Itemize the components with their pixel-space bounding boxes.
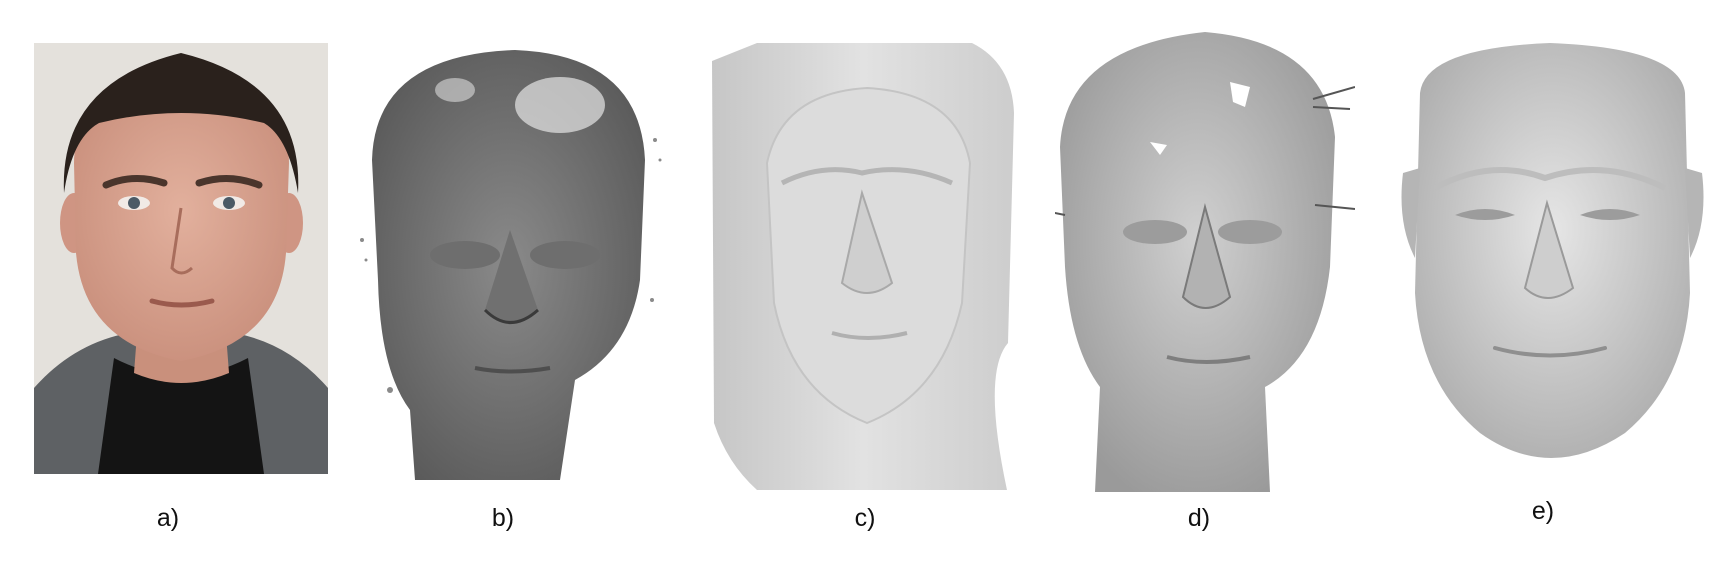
- clean-reconstruction-image: [1401, 43, 1704, 458]
- coarse-mesh-image: [712, 43, 1014, 490]
- face-photo-image: [34, 43, 328, 474]
- caption-e: e): [1531, 497, 1555, 525]
- detailed-mesh-image: [1055, 32, 1355, 492]
- caption-a: a): [156, 504, 180, 532]
- panel-a-photo: [34, 43, 328, 474]
- caption-c: c): [854, 504, 876, 532]
- panel-c-coarse-mesh: [712, 43, 1018, 490]
- panel-b-depth-scan: [360, 50, 670, 480]
- depth-scan-image: [360, 50, 662, 480]
- panel-e-clean-reconstruction: [1395, 43, 1710, 483]
- caption-d: d): [1187, 504, 1211, 532]
- panel-d-detailed-mesh: [1055, 27, 1355, 492]
- caption-b: b): [491, 504, 515, 532]
